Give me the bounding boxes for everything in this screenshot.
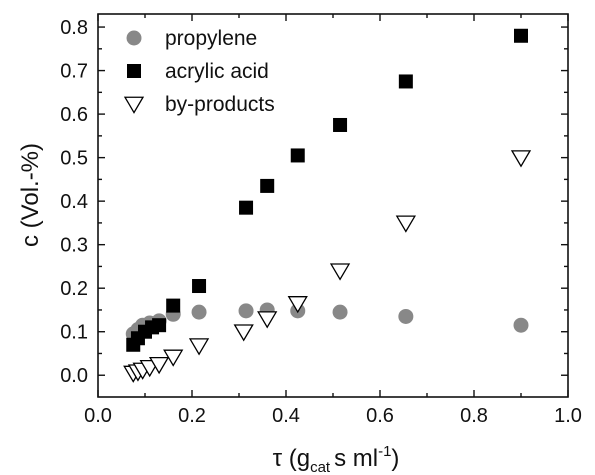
- series-propylene: [125, 302, 529, 342]
- data-point-propylene: [191, 304, 207, 320]
- x-tick-label: 0.2: [178, 405, 206, 427]
- x-axis-label-main: τ (g: [273, 445, 311, 472]
- legend-marker-acrylic-acid: [127, 64, 141, 78]
- y-tick-label: 0.1: [60, 322, 88, 344]
- x-axis-label-mid: s ml: [334, 445, 378, 472]
- data-point-acrylic-acid: [514, 28, 528, 43]
- legend-label: by-products: [165, 93, 275, 116]
- data-point-by-products: [257, 311, 278, 329]
- data-point-acrylic-acid: [260, 178, 275, 193]
- data-point-by-products: [148, 356, 170, 375]
- data-point-propylene: [513, 317, 529, 333]
- data-point-by-products: [395, 215, 416, 233]
- data-point-propylene: [398, 308, 414, 324]
- data-point-by-products: [163, 349, 184, 367]
- y-tick-label: 0.7: [60, 61, 88, 83]
- x-tick-label: 0.6: [366, 405, 394, 427]
- data-point-acrylic-acid: [239, 200, 254, 215]
- y-tick-label: 0.2: [60, 278, 88, 300]
- data-point-by-products: [233, 324, 254, 342]
- data-point-propylene: [332, 304, 348, 320]
- data-point-acrylic-acid: [192, 279, 207, 294]
- x-axis-label-end: ): [391, 445, 399, 472]
- y-tick-label: 0.5: [60, 148, 88, 170]
- data-point-by-products: [287, 296, 308, 314]
- series-by-products: [123, 150, 532, 383]
- data-point-acrylic-acid: [152, 318, 167, 333]
- data-point-by-products: [329, 263, 351, 281]
- data-point-by-products: [510, 150, 532, 168]
- data-point-acrylic-acid: [398, 74, 413, 89]
- x-tick-label: 0.8: [460, 405, 488, 427]
- y-tick-label: 0.4: [60, 191, 88, 213]
- data-points: [123, 28, 532, 383]
- x-tick-label: 0.0: [84, 405, 112, 427]
- legend-marker-propylene: [126, 30, 142, 46]
- y-tick-label: 0.6: [60, 104, 88, 126]
- data-point-acrylic-acid: [290, 148, 305, 163]
- x-axis-label: τ (gcat s ml-1): [273, 443, 400, 475]
- legend-marker-by-products: [123, 96, 145, 114]
- x-tick-label: 1.0: [554, 405, 582, 427]
- data-point-acrylic-acid: [166, 298, 181, 313]
- data-point-by-products: [188, 338, 210, 356]
- y-tick-label: 0.8: [60, 17, 88, 39]
- y-tick-label: 0.3: [60, 235, 88, 257]
- y-tick-label: 0.0: [60, 365, 88, 387]
- x-tick-label: 0.4: [272, 405, 300, 427]
- series-acrylic-acid: [126, 28, 528, 352]
- axis-ticks: 0.0 0.2 0.4 0.6 0.8 1.0 0.0 0.1 0.2 0.3 0.4 0.5 0.6 0…: [60, 14, 582, 427]
- x-axis-label-sup: -1: [378, 443, 391, 460]
- legend-label: propylene: [165, 27, 257, 50]
- legend-label: acrylic acid: [165, 60, 269, 83]
- data-point-acrylic-acid: [333, 117, 348, 132]
- legend: propylene acrylic acid by-products: [123, 27, 275, 116]
- data-point-propylene: [238, 303, 254, 319]
- x-axis-label-sub: cat: [310, 459, 331, 475]
- y-axis-label: c (Vol.-%): [17, 143, 44, 247]
